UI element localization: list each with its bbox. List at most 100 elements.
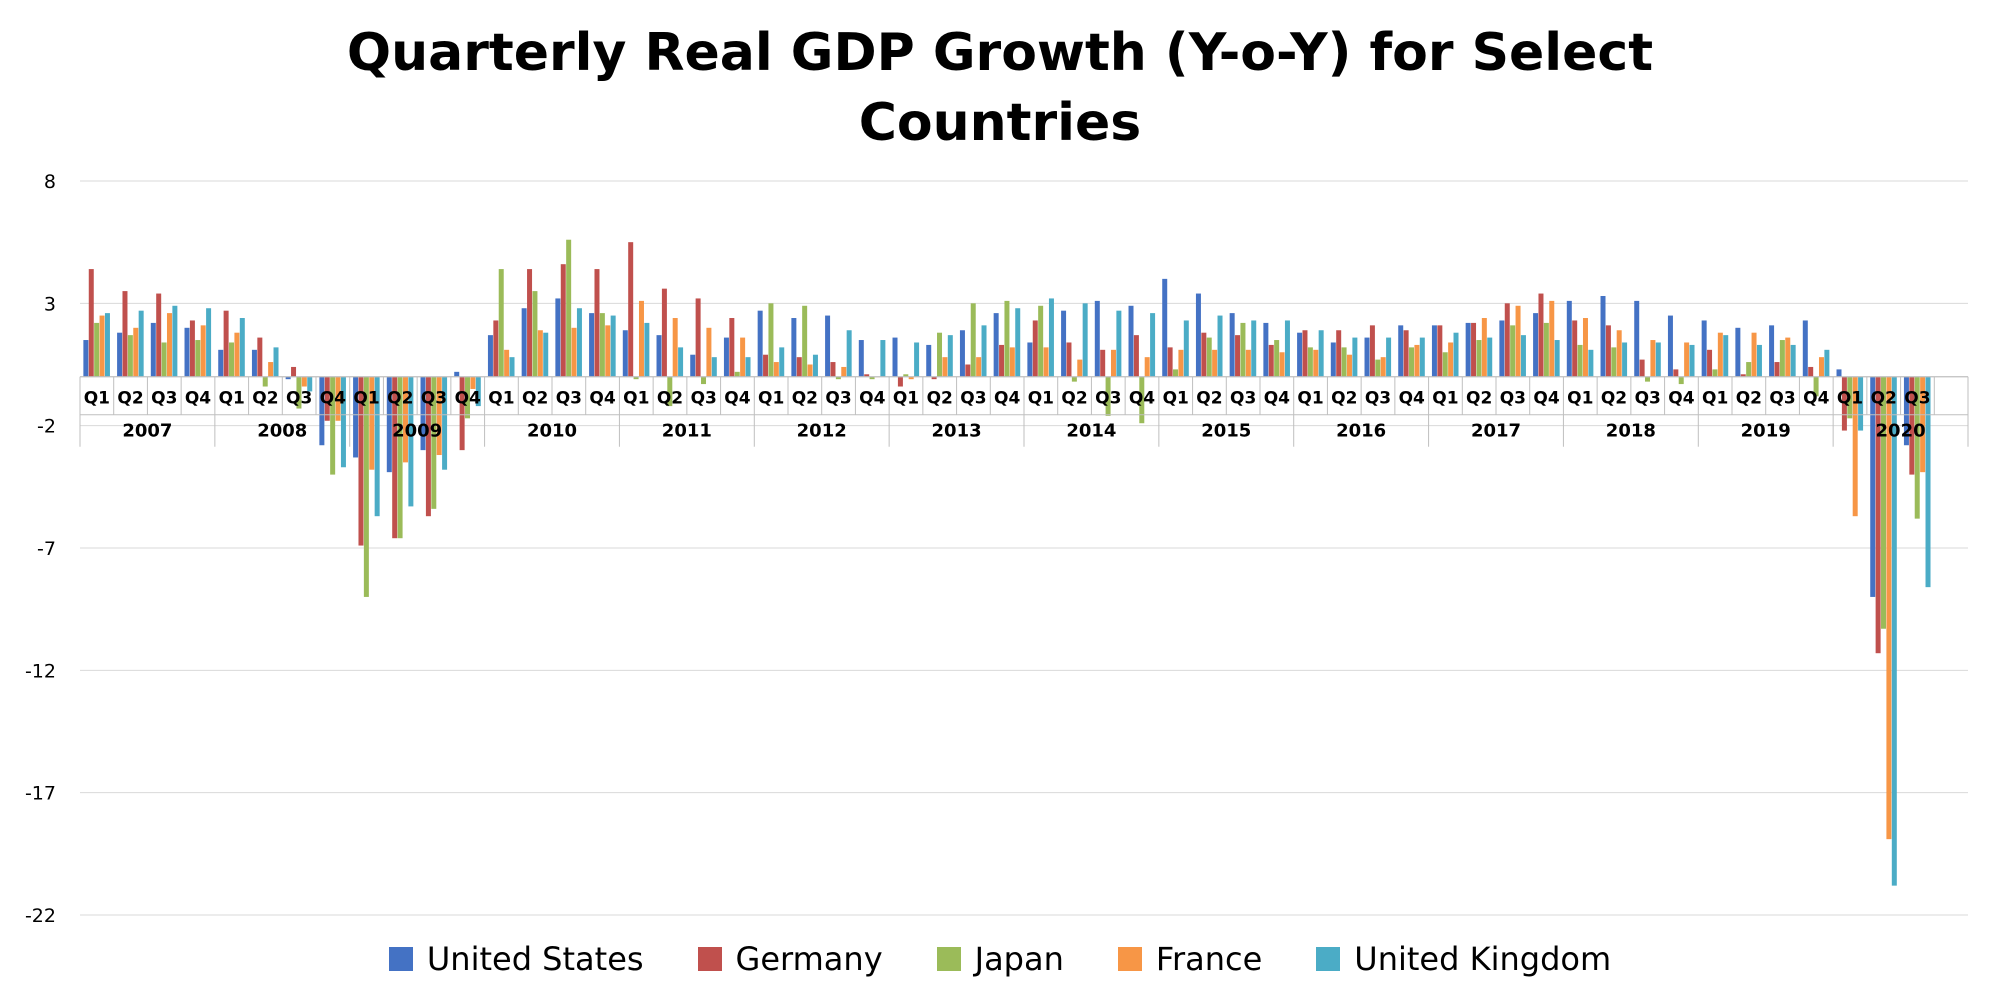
bar <box>319 376 325 446</box>
year-tick-label: 2016 <box>1336 421 1386 442</box>
bar <box>1790 344 1796 377</box>
bar <box>402 376 408 463</box>
bar <box>122 291 128 377</box>
bar <box>773 362 779 377</box>
quarter-tick-label: Q4 <box>589 389 615 409</box>
bar <box>543 332 549 377</box>
bar <box>1740 374 1746 377</box>
bar <box>324 376 330 421</box>
bar <box>1150 313 1156 377</box>
bar <box>262 376 268 387</box>
bar <box>431 376 437 509</box>
bar <box>768 303 774 377</box>
quarter-tick-label: Q3 <box>421 389 447 409</box>
year-tick-label: 2009 <box>392 421 442 442</box>
bar <box>1818 357 1824 377</box>
quarter-tick-label: Q2 <box>522 389 548 409</box>
quarter-tick-label: Q2 <box>117 389 143 409</box>
quarter-tick-label: Q2 <box>1331 389 1357 409</box>
bar <box>487 335 493 377</box>
quarter-tick-label: Q4 <box>724 389 750 409</box>
bar <box>1645 376 1651 382</box>
bar <box>947 335 953 377</box>
quarter-tick-label: Q2 <box>792 389 818 409</box>
bar <box>796 357 802 377</box>
bar <box>436 376 442 456</box>
bar <box>1100 349 1106 377</box>
bar <box>369 376 375 470</box>
bar <box>1735 327 1741 377</box>
quarter-tick-label: Q3 <box>1500 389 1526 409</box>
bar <box>1330 342 1336 377</box>
bar <box>1346 354 1352 377</box>
bar <box>802 305 808 377</box>
bar <box>138 310 144 377</box>
quarter-tick-label: Q3 <box>151 389 177 409</box>
bar <box>1717 332 1723 377</box>
quarter-tick-label: Q2 <box>252 389 278 409</box>
bar <box>459 376 465 451</box>
bar <box>1048 298 1054 377</box>
bar <box>493 320 499 377</box>
quarter-tick-label: Q2 <box>1601 389 1627 409</box>
bar <box>1217 315 1223 377</box>
bar <box>1077 359 1083 377</box>
bar <box>133 327 139 377</box>
bar <box>156 293 162 377</box>
bar <box>1538 293 1544 377</box>
bar <box>392 376 398 539</box>
bar <box>1386 337 1392 377</box>
bar <box>892 337 898 377</box>
bar <box>1499 320 1505 377</box>
bar <box>661 288 667 377</box>
bar <box>1375 359 1381 377</box>
bar <box>830 362 836 377</box>
year-tick-label: 2014 <box>1066 421 1116 442</box>
bar <box>1032 320 1038 377</box>
bar <box>1785 337 1791 377</box>
bar <box>1082 303 1088 377</box>
bar <box>599 313 605 377</box>
bar <box>1881 376 1887 629</box>
bar <box>589 313 595 377</box>
bar <box>363 376 369 597</box>
quarter-tick-label: Q4 <box>1533 389 1559 409</box>
bar <box>1144 357 1150 377</box>
year-tick-label: 2019 <box>1741 421 1791 442</box>
legend-item: France <box>1117 940 1262 978</box>
bar <box>161 342 167 377</box>
bar <box>340 376 346 468</box>
bar <box>1808 366 1814 377</box>
bar <box>1689 344 1695 377</box>
bar <box>1183 320 1189 377</box>
quarter-tick-label: Q1 <box>1837 389 1863 409</box>
bar <box>1015 308 1021 377</box>
bar <box>807 364 813 377</box>
bar <box>1009 347 1015 377</box>
bar <box>1004 300 1010 377</box>
bar <box>83 340 89 377</box>
bar <box>690 354 696 377</box>
quarter-tick-label: Q2 <box>657 389 683 409</box>
bar <box>745 357 751 377</box>
legend-swatch <box>1316 947 1341 971</box>
bar <box>1105 376 1111 416</box>
bar <box>229 342 235 377</box>
bar <box>970 303 976 377</box>
bar <box>1549 300 1555 377</box>
bar <box>1302 330 1308 377</box>
chart-title-line-1: Quarterly Real GDP Growth (Y-o-Y) for Se… <box>346 23 1654 83</box>
bar <box>1173 369 1179 377</box>
bar <box>1779 340 1785 377</box>
bar <box>1274 340 1280 377</box>
bar <box>117 332 123 377</box>
bar <box>195 340 201 377</box>
bar <box>166 313 172 377</box>
bar <box>1909 376 1915 475</box>
gridlines <box>80 180 1968 916</box>
quarter-tick-label: Q1 <box>1567 389 1593 409</box>
bar <box>1061 310 1067 377</box>
legend-label: United Kingdom <box>1354 940 1612 978</box>
bar <box>1622 342 1628 377</box>
bar <box>1297 332 1303 377</box>
